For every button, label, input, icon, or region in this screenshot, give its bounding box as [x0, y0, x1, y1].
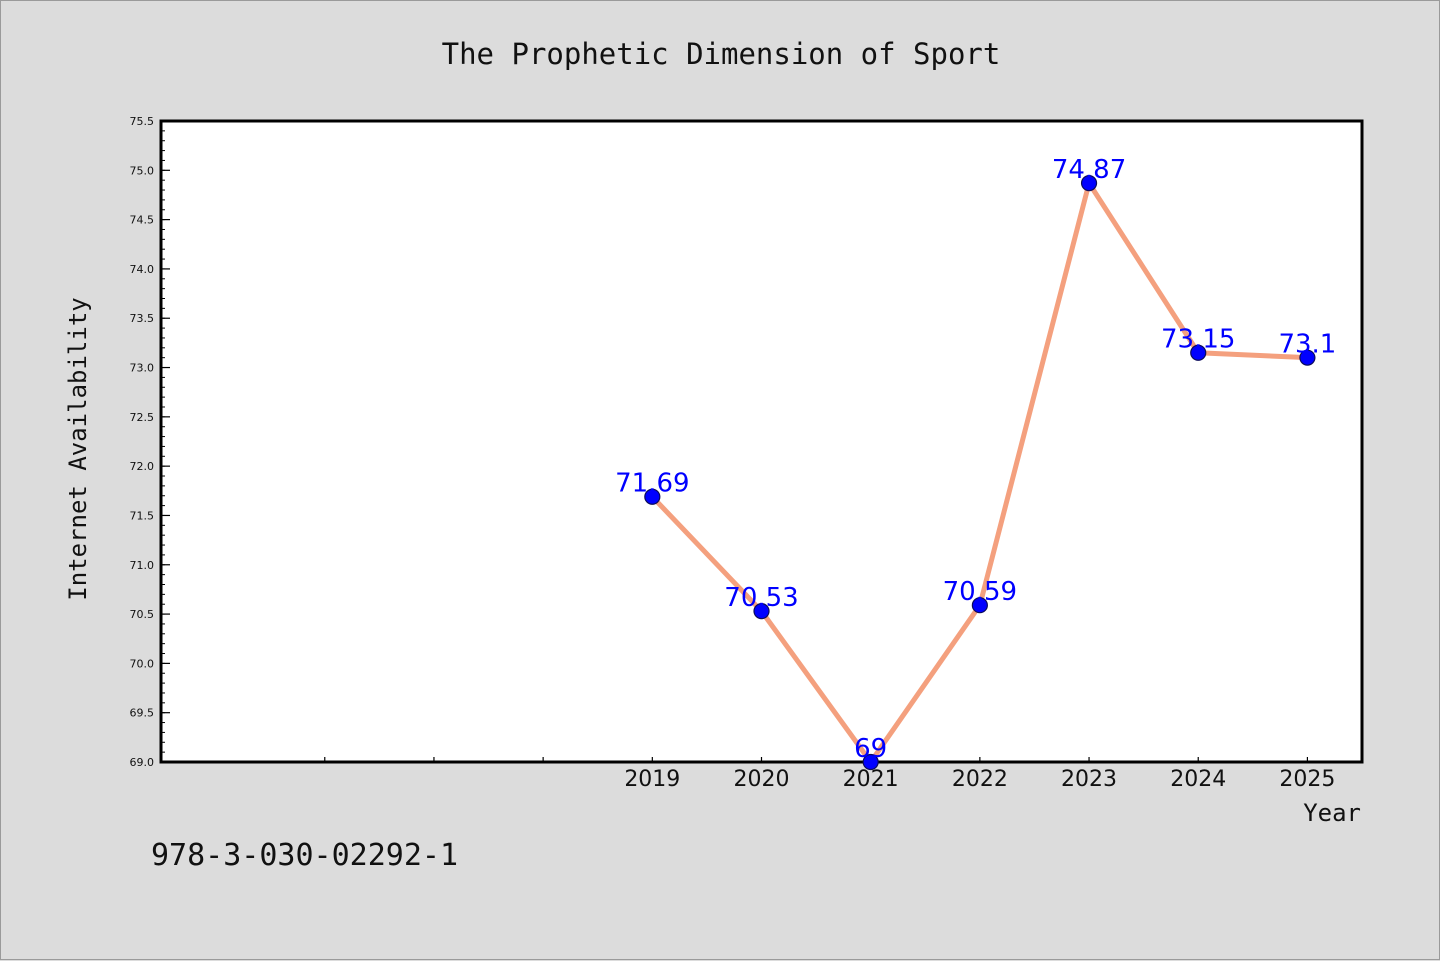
y-tick-label: 72.5 [130, 411, 155, 424]
y-tick-label: 69.5 [130, 707, 155, 720]
y-tick-label: 69.0 [130, 756, 155, 769]
x-axis-label: Year [1303, 799, 1361, 827]
x-tick-label: 2022 [952, 767, 1008, 792]
y-tick-label: 70.0 [130, 657, 155, 670]
chart-title: The Prophetic Dimension of Sport [442, 37, 1001, 71]
y-tick-label: 71.0 [130, 559, 155, 572]
data-point [1190, 344, 1207, 361]
y-tick-label: 74.0 [130, 263, 155, 276]
y-tick-label: 74.5 [130, 214, 155, 227]
data-label: 74.87 [1052, 155, 1126, 185]
x-tick-label: 2021 [843, 767, 899, 792]
data-label: 70.59 [943, 577, 1017, 607]
x-tick-label: 2025 [1279, 767, 1335, 792]
y-tick-label: 73.0 [130, 362, 155, 375]
y-tick-label: 71.5 [130, 509, 155, 522]
data-label: 73.1 [1278, 330, 1336, 360]
data-point [862, 753, 879, 771]
y-tick-label: 72.0 [130, 460, 155, 473]
x-tick-label: 2023 [1061, 767, 1117, 792]
x-tick-label: 2020 [734, 767, 790, 792]
data-label: 70.53 [724, 583, 798, 613]
footer-isbn: 978-3-030-02292-1 [151, 838, 458, 873]
data-label: 73.15 [1161, 325, 1235, 355]
x-tick-label: 2024 [1170, 767, 1226, 792]
data-point [1299, 349, 1316, 366]
data-label: 69 [854, 734, 887, 764]
series-line-group: 71.69 70.53 69 70.59 74.87 73.15 73.1 [615, 155, 1336, 771]
plot-area [159, 119, 1364, 764]
data-point [644, 488, 661, 505]
y-axis-label: Internet Availability [64, 297, 92, 600]
data-point [1080, 175, 1098, 192]
y-tick-label: 73.5 [130, 312, 155, 325]
y-tick-label: 70.5 [130, 608, 155, 621]
data-point [971, 597, 988, 614]
y-tick-label: 75.5 [130, 115, 155, 128]
y-tick-label: 75.0 [130, 164, 155, 177]
x-axis: 2019 2020 2021 2022 2023 2024 2025 [324, 757, 1335, 792]
x-tick-label: 2019 [624, 767, 680, 792]
data-label: 71.69 [615, 469, 689, 499]
y-axis: 69.0 69.5 70.0 70.5 71.0 71.5 72.0 72.5 73.0 73.5… [130, 115, 170, 769]
data-point [753, 603, 770, 620]
